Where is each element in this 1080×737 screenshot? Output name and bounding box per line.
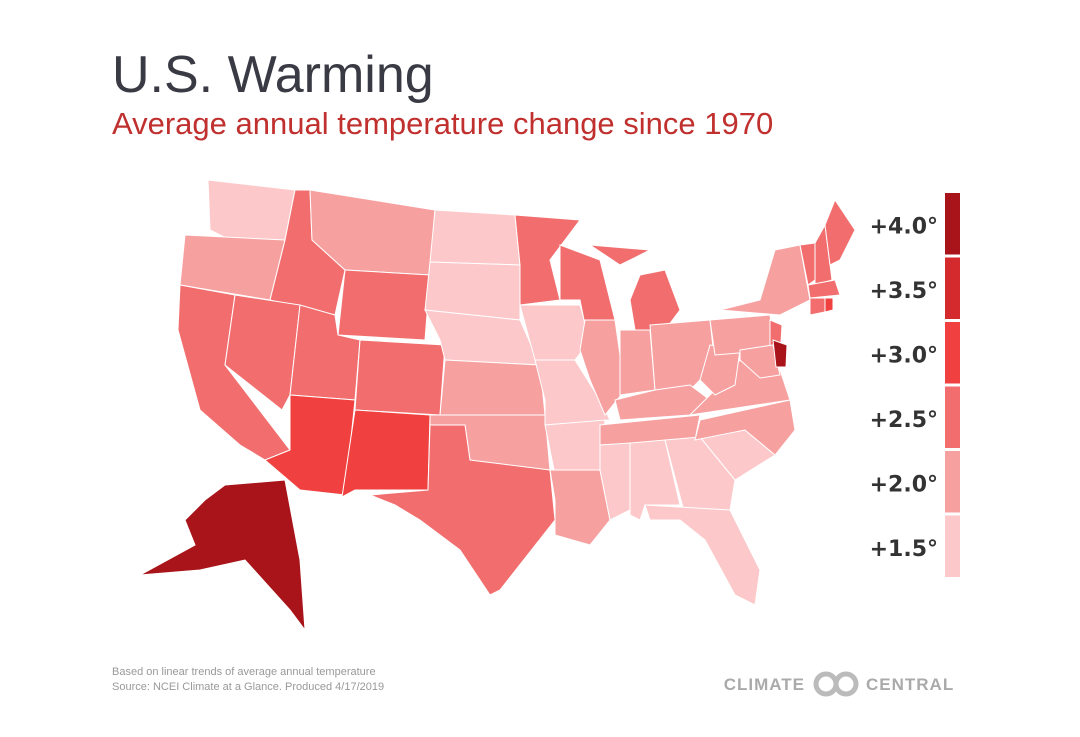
legend-swatch [945,386,960,448]
state [824,198,856,266]
state [264,394,356,496]
logo-icon [813,671,839,697]
state [589,244,652,266]
state [664,436,736,516]
state [207,179,296,241]
state [534,359,611,426]
state [544,419,606,476]
state [619,329,656,396]
legend-label: +3.5° [870,279,938,304]
legend-swatch [945,193,960,255]
state [739,344,781,379]
legend-label: +4.0° [870,214,938,239]
state [354,339,446,416]
state [772,339,788,368]
state [337,269,431,341]
legend-label: +1.5° [870,537,938,562]
state [809,297,826,316]
legend-swatch [945,322,960,384]
legend: +4.0° +3.5° +3.0° +2.5° +2.0° +1.5° [870,193,960,577]
legend-label: +2.5° [870,408,938,433]
state [139,479,306,632]
state [629,269,681,331]
state [439,359,546,416]
subtitle: Average annual temperature change since … [112,106,773,141]
logo-icon [833,671,859,697]
state [814,223,833,286]
state [644,504,761,606]
legend-swatch [945,451,960,513]
legend-label: +3.0° [870,343,938,368]
state [807,279,841,299]
logo-text: CLIMATE [724,675,805,694]
state [224,294,301,411]
state [369,424,556,596]
state [341,409,431,498]
logo-text: CENTRAL [866,675,954,694]
state [824,297,834,313]
legend-swatch [945,257,960,319]
state [579,319,626,416]
state [719,244,811,316]
state [429,209,521,266]
legend-swatch [945,515,960,577]
state [599,442,631,521]
footnote: Based on linear trends of average annual… [112,666,376,678]
legend-label: +2.0° [870,472,938,497]
title: U.S. Warming [112,46,434,104]
state [549,469,611,546]
source: Source: NCEI Climate at a Glance. Produc… [112,681,384,693]
map [139,179,856,632]
